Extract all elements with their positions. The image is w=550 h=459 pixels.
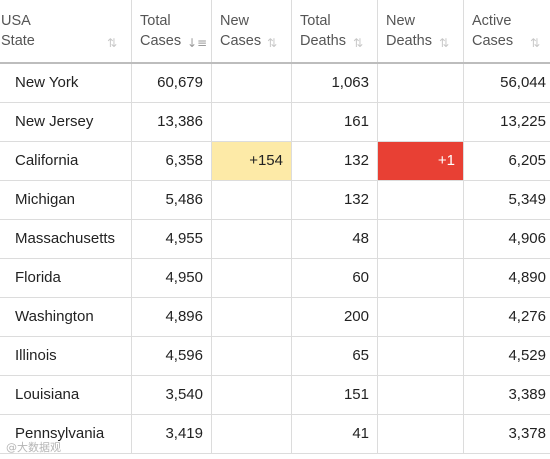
total-cases-cell: 3,540	[131, 374, 212, 415]
header-label-line1: New	[386, 13, 416, 29]
state-cell: New York	[0, 63, 132, 103]
table-row: Illinois 4,596 65 4,529	[0, 335, 550, 376]
total-deaths-cell: 132	[291, 140, 378, 181]
total-deaths-cell: 200	[291, 296, 378, 337]
new-deaths-cell	[377, 218, 464, 259]
active-cases-cell: 4,890	[463, 257, 550, 298]
header-label-line1: Active	[472, 13, 512, 29]
table-header-row: USA State ⇅ Total Cases ↓≡ New Cases ⇅ Total Death…	[0, 0, 550, 64]
header-label-line2: Cases	[140, 33, 182, 49]
active-cases-cell: 4,906	[463, 218, 550, 259]
sort-arrows-icon[interactable]: ⇅	[107, 36, 118, 50]
table-row: Michigan 5,486 132 5,349	[0, 179, 550, 220]
total-deaths-cell: 60	[291, 257, 378, 298]
total-cases-cell: 5,486	[131, 179, 212, 220]
header-total-cases[interactable]: Total Cases ↓≡	[131, 0, 212, 64]
header-label-line1: Total	[300, 13, 331, 29]
new-deaths-cell	[377, 374, 464, 415]
state-cell: Michigan	[0, 179, 132, 220]
header-label-line2: Cases	[472, 33, 514, 49]
header-state[interactable]: USA State ⇅	[0, 0, 132, 64]
table-body: New York 60,679 1,063 56,044 New Jersey 13,38…	[0, 63, 550, 454]
active-cases-cell: 56,044	[463, 63, 550, 103]
active-cases-cell: 3,389	[463, 374, 550, 415]
new-cases-cell	[211, 374, 292, 415]
total-cases-cell: 6,358	[131, 140, 212, 181]
new-deaths-cell	[377, 296, 464, 337]
total-cases-cell: 60,679	[131, 63, 212, 103]
total-cases-cell: 4,955	[131, 218, 212, 259]
new-cases-cell	[211, 218, 292, 259]
active-cases-cell: 3,378	[463, 413, 550, 454]
state-cell: Florida	[0, 257, 132, 298]
new-cases-cell	[211, 101, 292, 142]
state-cell: Illinois	[0, 335, 132, 376]
header-label-line2: Cases	[220, 33, 262, 49]
total-deaths-cell: 48	[291, 218, 378, 259]
active-cases-cell: 13,225	[463, 101, 550, 142]
total-deaths-cell: 65	[291, 335, 378, 376]
header-label-line2: State	[1, 33, 35, 49]
total-deaths-cell: 1,063	[291, 63, 378, 103]
new-cases-cell: +154	[211, 140, 292, 181]
new-cases-cell	[211, 257, 292, 298]
sort-arrows-icon[interactable]: ⇅	[353, 36, 364, 50]
header-total-deaths[interactable]: Total Deaths ⇅	[291, 0, 378, 64]
new-deaths-cell	[377, 335, 464, 376]
state-cell: Louisiana	[0, 374, 132, 415]
total-cases-cell: 4,950	[131, 257, 212, 298]
header-new-cases[interactable]: New Cases ⇅	[211, 0, 292, 64]
header-label-line1: New	[220, 13, 250, 29]
header-active-cases[interactable]: Active Cases ⇅	[463, 0, 550, 64]
state-cell: Massachusetts	[0, 218, 132, 259]
state-cell: New Jersey	[0, 101, 132, 142]
new-deaths-cell	[377, 179, 464, 220]
table-row: New Jersey 13,386 161 13,225	[0, 101, 550, 142]
table-row: Louisiana 3,540 151 3,389	[0, 374, 550, 415]
table-row: California 6,358 +154 132 +1 6,205	[0, 140, 550, 181]
total-cases-cell: 3,419	[131, 413, 212, 454]
header-new-deaths[interactable]: New Deaths ⇅	[377, 0, 464, 64]
sort-desc-icon[interactable]: ↓≡	[187, 36, 208, 50]
active-cases-cell: 6,205	[463, 140, 550, 181]
total-cases-cell: 13,386	[131, 101, 212, 142]
new-cases-cell	[211, 335, 292, 376]
table-row: Massachusetts 4,955 48 4,906	[0, 218, 550, 259]
new-cases-cell	[211, 179, 292, 220]
total-deaths-cell: 151	[291, 374, 378, 415]
total-deaths-cell: 41	[291, 413, 378, 454]
state-cell: Washington	[0, 296, 132, 337]
table-row: Florida 4,950 60 4,890	[0, 257, 550, 298]
active-cases-cell: 4,529	[463, 335, 550, 376]
sort-arrows-icon[interactable]: ⇅	[267, 36, 278, 50]
header-label-line1: Total	[140, 13, 171, 29]
watermark: @大数据观	[6, 441, 61, 454]
new-deaths-cell: +1	[377, 140, 464, 181]
sort-arrows-icon[interactable]: ⇅	[439, 36, 450, 50]
table-row: New York 60,679 1,063 56,044	[0, 63, 550, 103]
state-cell: Pennsylvania	[0, 413, 132, 454]
active-cases-cell: 5,349	[463, 179, 550, 220]
total-deaths-cell: 132	[291, 179, 378, 220]
total-cases-cell: 4,896	[131, 296, 212, 337]
sort-arrows-icon[interactable]: ⇅	[530, 36, 541, 50]
new-cases-cell	[211, 296, 292, 337]
new-cases-cell	[211, 413, 292, 454]
total-cases-cell: 4,596	[131, 335, 212, 376]
header-label-line1: USA	[1, 13, 31, 29]
new-deaths-cell	[377, 101, 464, 142]
new-deaths-cell	[377, 63, 464, 103]
active-cases-cell: 4,276	[463, 296, 550, 337]
header-label-line2: Deaths	[386, 33, 432, 49]
header-label-line2: Deaths	[300, 33, 346, 49]
table-row: Pennsylvania 3,419 41 3,378	[0, 413, 550, 454]
new-deaths-cell	[377, 257, 464, 298]
total-deaths-cell: 161	[291, 101, 378, 142]
new-deaths-cell	[377, 413, 464, 454]
table-row: Washington 4,896 200 4,276	[0, 296, 550, 337]
new-cases-cell	[211, 63, 292, 103]
state-cell: California	[0, 140, 132, 181]
